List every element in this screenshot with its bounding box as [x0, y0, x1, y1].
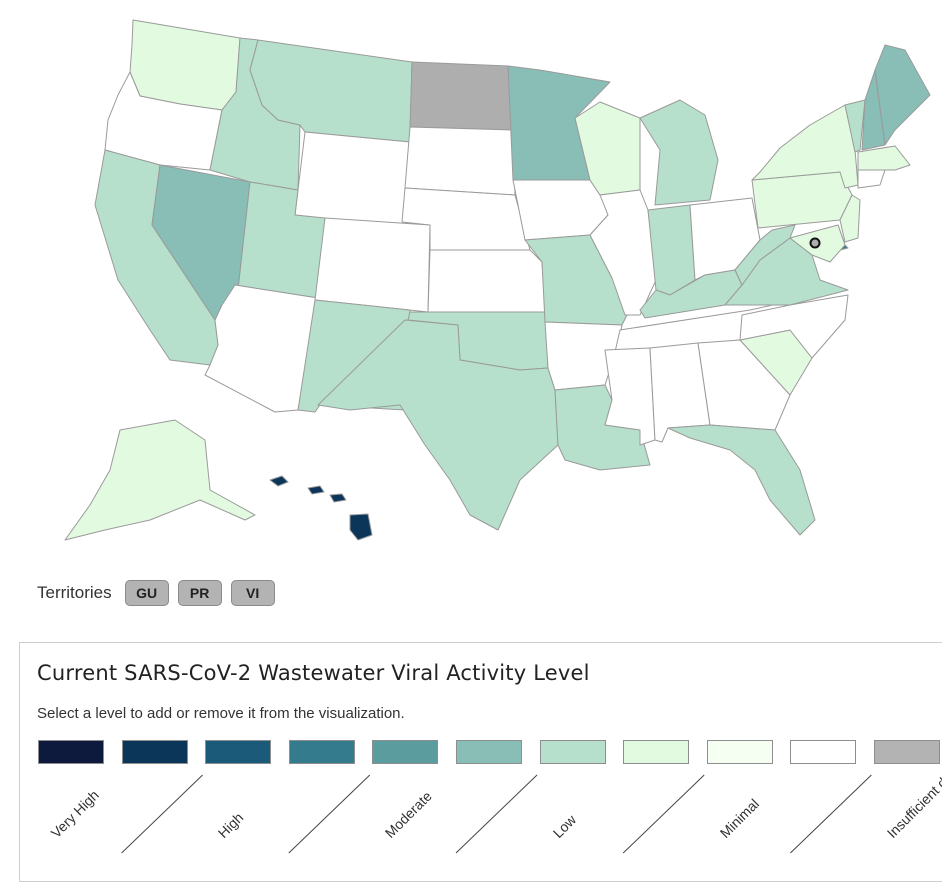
- legend-separator-line: [121, 774, 203, 854]
- legend-separator-line: [455, 774, 538, 854]
- us-wastewater-map: [64, 19, 931, 541]
- state-il[interactable]: [589, 189, 657, 316]
- territories-bar: Territories GU PR VI: [37, 579, 284, 607]
- state-ak[interactable]: [64, 419, 256, 541]
- state-ma[interactable]: [857, 145, 911, 171]
- state-dc-marker[interactable]: [809, 237, 821, 249]
- state-me[interactable]: [874, 44, 931, 146]
- state-vt[interactable]: [844, 99, 866, 153]
- state-fl[interactable]: [667, 424, 816, 536]
- state-wv[interactable]: [734, 224, 796, 286]
- territory-button-vi[interactable]: VI: [230, 580, 275, 606]
- legend-swatch[interactable]: [38, 740, 104, 764]
- legend-swatch[interactable]: [539, 740, 606, 764]
- legend-separator-line: [790, 774, 872, 854]
- state-la[interactable]: [554, 384, 651, 471]
- legend-separator-line: [622, 774, 705, 854]
- state-ny[interactable]: [751, 104, 859, 189]
- state-pa[interactable]: [751, 171, 853, 229]
- state-or[interactable]: [104, 71, 223, 171]
- territory-button-pr[interactable]: PR: [177, 580, 222, 606]
- legend-swatch[interactable]: [623, 740, 690, 764]
- legend-swatch[interactable]: [372, 740, 439, 764]
- territories-label: Territories: [37, 583, 112, 602]
- legend-swatch[interactable]: [706, 740, 773, 764]
- state-ga[interactable]: [697, 339, 791, 431]
- legend-swatch[interactable]: [205, 740, 272, 764]
- state-in[interactable]: [647, 204, 696, 296]
- state-wy[interactable]: [294, 131, 411, 229]
- legend-swatch[interactable]: [121, 740, 188, 764]
- legend-panel: Current SARS-CoV-2 Wastewater Viral Acti…: [19, 642, 942, 882]
- legend-separator-line: [288, 774, 371, 854]
- state-nc[interactable]: [739, 294, 849, 359]
- state-nd[interactable]: [409, 61, 514, 131]
- state-tx[interactable]: [317, 319, 559, 531]
- legend-swatch[interactable]: [456, 740, 522, 764]
- state-ks[interactable]: [427, 249, 546, 313]
- state-sd[interactable]: [404, 126, 516, 196]
- legend-swatch[interactable]: [790, 740, 857, 764]
- territory-button-gu[interactable]: GU: [124, 580, 169, 606]
- state-wa[interactable]: [129, 19, 241, 111]
- legend-separator-lines: [121, 774, 872, 854]
- legend-swatch[interactable]: [874, 740, 940, 764]
- legend-title: Current SARS-CoV-2 Wastewater Viral Acti…: [37, 661, 590, 685]
- legend-swatch[interactable]: [288, 740, 355, 764]
- state-nj[interactable]: [839, 194, 861, 243]
- state-mi[interactable]: [639, 99, 719, 206]
- state-co[interactable]: [314, 217, 431, 313]
- state-ct[interactable]: [857, 169, 886, 189]
- state-hi[interactable]: [269, 475, 373, 541]
- legend-subtitle: Select a level to add or remove it from …: [37, 705, 405, 722]
- us-map-svg: [64, 19, 931, 541]
